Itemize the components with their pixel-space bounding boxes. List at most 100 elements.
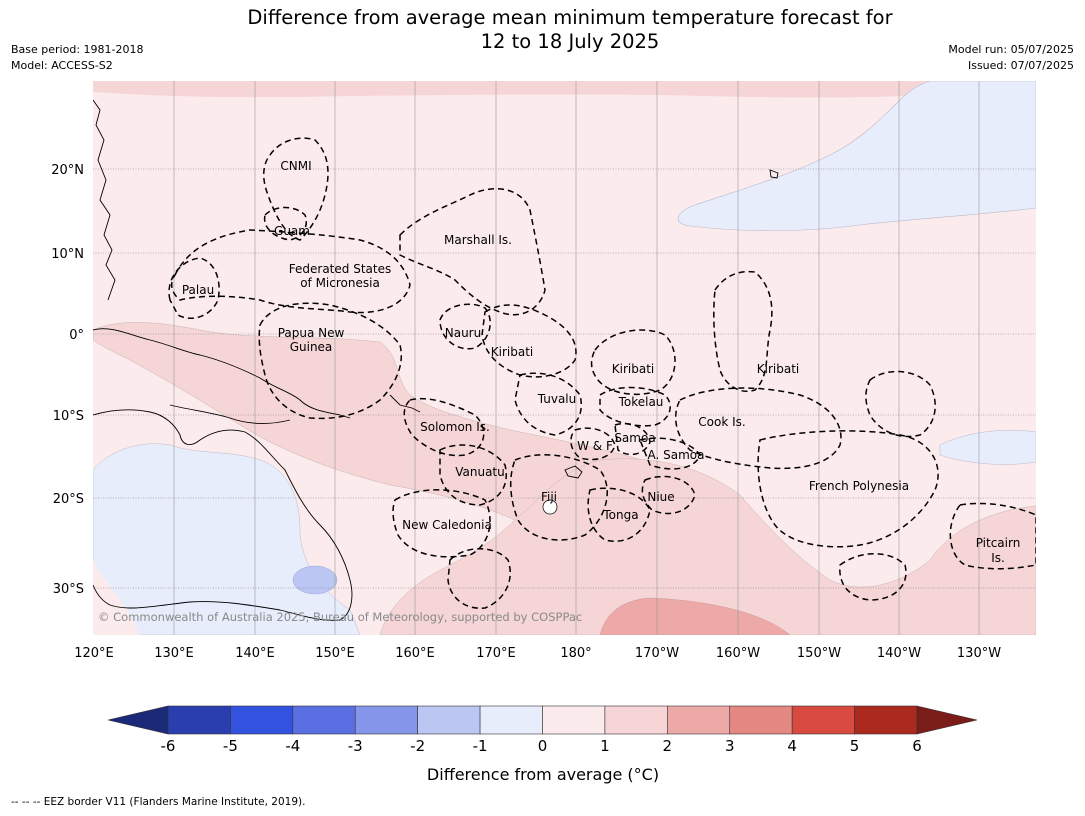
- colorbar-label: Difference from average (°C): [427, 765, 659, 784]
- eez-tonga: [587, 487, 651, 542]
- mild-region-sw: [93, 560, 140, 635]
- colorbar-bin: [791, 705, 855, 735]
- label-palau: Palau: [182, 283, 214, 297]
- label-solomon: Solomon Is.: [420, 420, 490, 434]
- label-kiribati-e: Kiribati: [757, 362, 799, 376]
- colorbar-bin: [479, 705, 543, 735]
- australia-coast: [93, 409, 353, 621]
- label-cnmi: CNMI: [280, 159, 311, 173]
- label-nauru: Nauru: [445, 326, 481, 340]
- eez-marshall: [399, 188, 546, 316]
- eez-vanuatu: [439, 444, 507, 506]
- colorbar-tick-label: -3: [348, 737, 363, 755]
- meta-left: Base period: 1981-2018 Model: ACCESS-S2: [11, 42, 143, 74]
- title-line-2: 12 to 18 July 2025: [480, 30, 660, 53]
- colorbar-tick-label: 6: [912, 737, 922, 755]
- eez-austral: [839, 553, 907, 601]
- label-tonga: Tonga: [602, 508, 638, 522]
- fiji-coast: [564, 465, 583, 479]
- colorbar-tick-label: 4: [787, 737, 797, 755]
- parallels: [93, 168, 1036, 589]
- copyright-notice: © Commonwealth of Australia 2025, Bureau…: [98, 610, 582, 624]
- hawaii-coast: [769, 169, 779, 179]
- label-vanuatu: Vanuatu: [455, 465, 505, 479]
- colorbar-ticks: -6 -5 -4 -3 -2 -1 0 1 2 3 4 5 6: [161, 737, 922, 755]
- model-name: Model: ACCESS-S2: [11, 59, 113, 72]
- colorbar-bin: [604, 705, 668, 735]
- eez-asamoa: [638, 437, 701, 470]
- new-guinea-north-coast: [93, 328, 351, 419]
- label-guam: Guam: [274, 224, 310, 238]
- lon-label: 170°W: [635, 646, 679, 661]
- colorbar-bins: [167, 705, 918, 735]
- lon-label: 130°W: [957, 646, 1001, 661]
- eez-nauru: [439, 303, 491, 350]
- label-samoa: Samoa: [614, 431, 655, 445]
- lon-label: 160°W: [716, 646, 760, 661]
- colorbar-bin: [667, 705, 731, 735]
- colorbar-bin: [854, 705, 918, 735]
- lon-label: 170°E: [476, 646, 516, 661]
- label-french-polynesia: French Polynesia: [809, 479, 909, 493]
- eez-pitcairn: [949, 502, 1036, 570]
- lon-label: 130°E: [154, 646, 194, 661]
- colorbar-tick-label: -2: [410, 737, 425, 755]
- label-tokelau: Tokelau: [618, 395, 664, 409]
- label-fiji: Fiji: [541, 490, 557, 504]
- cool-patch-east: [939, 429, 1036, 465]
- colorbar-tick-label: -5: [223, 737, 238, 755]
- colorbar-bin: [292, 705, 356, 735]
- lon-label: 150°E: [315, 646, 355, 661]
- colorbar-tick-label: -1: [473, 737, 488, 755]
- label-fsm-2: of Micronesia: [300, 276, 380, 290]
- colorbar-bin: [542, 705, 606, 735]
- graticule: [93, 81, 1036, 635]
- label-niue: Niue: [647, 490, 674, 504]
- warm-patch-2-3: [599, 597, 791, 635]
- colorbar-bin: [729, 705, 793, 735]
- eez-cook: [674, 387, 842, 470]
- label-marshall: Marshall Is.: [444, 233, 512, 247]
- lat-label: 20°S: [53, 492, 84, 507]
- eez-tuvalu: [514, 372, 582, 436]
- label-pitcairn-1: Pitcairn: [976, 536, 1021, 550]
- eez-guam: [263, 206, 307, 241]
- lon-label: 150°W: [797, 646, 841, 661]
- eez-borders: [168, 137, 1036, 609]
- map-title: Difference from average mean minimum tem…: [0, 6, 1085, 54]
- issued-date: Issued: 07/07/2025: [967, 59, 1074, 72]
- latitude-labels: 20°N 10°N 0° 10°S 20°S 30°S: [51, 163, 84, 597]
- lon-label: 160°E: [395, 646, 435, 661]
- warm-band-north: [93, 81, 1036, 98]
- meta-right: Model run: 05/07/2025 Issued: 07/07/2025: [948, 42, 1074, 74]
- colorbar-tick-label: 2: [663, 737, 673, 755]
- eez-new-caledonia: [392, 489, 491, 558]
- anomaly-field: [93, 81, 1036, 635]
- lon-label: 180°: [560, 646, 591, 661]
- eez-kiribati-c: [590, 329, 676, 396]
- model-run: Model run: 05/07/2025: [948, 43, 1074, 56]
- cool-patch-2: [292, 565, 338, 595]
- colorbar-bin: [230, 705, 294, 735]
- eez-samoa: [614, 422, 651, 456]
- label-kiribati-c: Kiribati: [612, 362, 654, 376]
- label-png-2: Guinea: [290, 340, 333, 354]
- lat-label: 0°: [69, 328, 84, 343]
- solomon-coast: [389, 394, 421, 413]
- label-tuvalu: Tuvalu: [537, 392, 577, 406]
- new-guinea-south-coast: [169, 404, 291, 424]
- eez-solomon: [403, 397, 485, 457]
- label-asamoa: A. Samoa: [648, 448, 705, 462]
- eez-kiribati-e: [713, 270, 773, 392]
- eez-wf: [570, 427, 616, 461]
- colorbar-tick-label: 5: [850, 737, 860, 755]
- eez-palau: [168, 257, 220, 319]
- colorbar-tick-label: -4: [285, 737, 300, 755]
- island-marker: [542, 499, 558, 515]
- eez-norfolk: [447, 548, 511, 609]
- region-labels: CNMI Guam Marshall Is. Federated States …: [182, 159, 1020, 565]
- philippines-coast: [93, 99, 116, 301]
- lon-label: 140°W: [877, 646, 921, 661]
- longitude-labels: 120°E 130°E 140°E 150°E 160°E 170°E 180°…: [74, 646, 1001, 661]
